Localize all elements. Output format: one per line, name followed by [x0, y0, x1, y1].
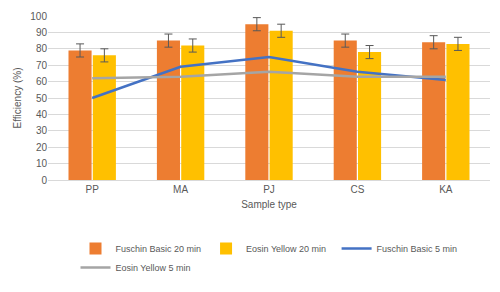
- svg-text:100: 100: [30, 11, 47, 22]
- svg-text:Sample type: Sample type: [241, 199, 297, 210]
- svg-text:MA: MA: [173, 184, 188, 195]
- svg-text:90: 90: [36, 27, 48, 38]
- svg-text:Efficiency (%): Efficiency (%): [12, 68, 23, 129]
- svg-text:PP: PP: [86, 184, 100, 195]
- svg-text:Fuschin Basic 20 min: Fuschin Basic 20 min: [116, 244, 202, 254]
- svg-text:70: 70: [36, 60, 48, 71]
- svg-text:KA: KA: [439, 184, 453, 195]
- svg-text:Eosin Yellow 20 min: Eosin Yellow 20 min: [246, 244, 326, 254]
- svg-text:PJ: PJ: [263, 184, 275, 195]
- svg-text:20: 20: [36, 142, 48, 153]
- svg-text:80: 80: [36, 43, 48, 54]
- svg-text:Fuschin Basic 5 min: Fuschin Basic 5 min: [377, 244, 458, 254]
- svg-text:50: 50: [36, 93, 48, 104]
- svg-text:30: 30: [36, 125, 48, 136]
- svg-text:Eosin Yellow 5 min: Eosin Yellow 5 min: [116, 263, 191, 273]
- svg-text:40: 40: [36, 109, 48, 120]
- svg-text:10: 10: [36, 158, 48, 169]
- svg-text:CS: CS: [350, 184, 364, 195]
- svg-text:0: 0: [41, 175, 47, 186]
- svg-text:60: 60: [36, 76, 48, 87]
